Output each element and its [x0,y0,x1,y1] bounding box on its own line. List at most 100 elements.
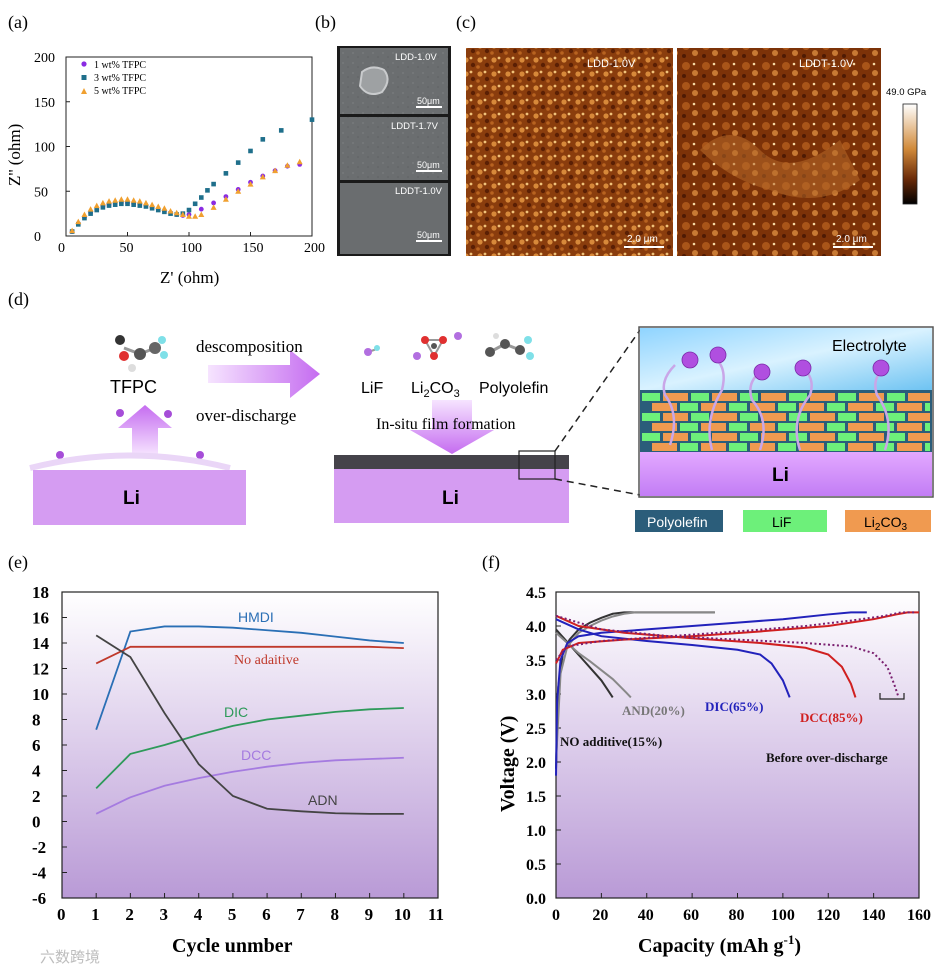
a-point-3wt [82,215,87,221]
a-point-5wt [210,204,217,210]
afm-title-left: LDD-1.0V [587,58,636,70]
electrolyte-label: Electrolyte [832,338,907,355]
legend-li2co3-swatch [845,510,931,532]
f-xtick-label: 100 [771,907,795,924]
f-ytick-label: 4.0 [526,619,546,636]
e-xtick-label: 7 [296,905,305,924]
afm-image-left [466,48,673,256]
sei-brick [810,413,835,421]
sei-brick [827,443,845,451]
sei-brick [652,443,677,451]
legend-lif-swatch [743,510,827,532]
a-point-5wt [222,196,229,202]
a-point-3wt [211,181,216,187]
sei-brick [848,403,873,411]
a-xtick-label: 100 [181,241,202,256]
sei-brick [778,443,796,451]
e-xtick-label: 8 [330,905,339,924]
sei-brick [925,443,930,451]
sei-brick [838,433,856,441]
li-label-2: Li [442,488,459,509]
legend-polyolefin-swatch [635,510,723,532]
zoom-line-top [554,329,641,452]
f-ytick-label: 1.5 [526,789,546,806]
sei-brick [897,443,922,451]
f-xtick-label: 120 [816,907,840,924]
a-point-5wt [161,205,168,211]
sei-brick [729,403,747,411]
sei-brick [691,393,709,401]
sei-brick [712,413,737,421]
zoom-box [518,450,556,480]
product-lif: LiF [361,380,383,397]
e-ytick-label: 12 [32,660,49,679]
sei-brick [740,413,758,421]
sei-brick [887,393,905,401]
a-point-3wt [94,207,100,213]
afm-title-right: LDDT-1.0V [799,58,854,70]
e-series-no-adaitive [95,645,404,665]
f-series-dic-65-discharge [555,618,791,698]
arrow-top-text: descomposition [196,337,303,356]
sei-brick [652,403,677,411]
a-point-3wt [205,188,210,193]
afm-bright-region [700,135,860,198]
e-ytick-label: 8 [32,711,41,730]
sei-brick [810,433,835,441]
panel-a-label: (a) [8,12,28,33]
a-point-5wt [192,213,199,219]
e-ytick-label: 6 [32,736,41,755]
a-xtick-label: 50 [120,241,134,256]
li2co3-molecule-icon [413,332,462,360]
lif-molecule-icon [364,345,380,356]
panel-a-ticks: 0 0 50 50 100 100 150 150 200 200 [34,51,325,256]
f-xtick-label: 0 [552,907,560,924]
sei-brick [799,443,824,451]
panel-a-xlabel: Z' (ohm) [160,268,219,287]
a-point-5wt [136,198,143,204]
panel-a-legend: 1 wt% TFPC 3 wt% TFPC 5 wt% TFPC [81,60,146,97]
sei-brick [838,393,856,401]
e-xtick-label: 6 [262,905,271,924]
sei-brick [680,443,698,451]
a-point-3wt [186,207,192,213]
panel-a-points [69,117,315,234]
f-ytick-label: 0.0 [526,891,546,908]
e-xtick-label: 2 [125,905,134,924]
a-point-5wt [69,227,76,234]
sei-brick [859,433,884,441]
a-point-5wt [130,197,137,203]
sei-brick [701,443,726,451]
sei-brick [750,443,775,451]
panel-f-label: (f) [482,552,500,573]
a-point-3wt [235,160,241,165]
panel-e-label: (e) [8,552,28,573]
li-block-2 [334,469,569,523]
e-ytick-label: 16 [32,609,49,628]
sei-brick [729,443,747,451]
sem-tile-2 [340,117,448,180]
down-arrow [410,400,494,454]
series-label-no-additive: No adaitive [234,653,299,668]
a-point-3wt [278,128,284,133]
panel-b-label: (b) [315,12,336,33]
sei-brick [712,393,737,401]
sei-brick [680,423,698,431]
sei-brick [652,423,677,431]
f-xtick-label: 40 [638,907,654,924]
a-point-3wt [155,207,161,213]
panel-c-label: (c) [456,12,476,33]
f-series-and-20-charge [555,611,715,763]
sei-brick [761,413,786,421]
sei-brick [778,403,796,411]
sei-brick [789,393,807,401]
a-point-3wt [88,211,93,216]
f-xtick-label: 80 [729,907,745,924]
a-point-3wt [119,201,124,207]
legend-marker-3 [81,75,87,80]
e-xtick-label: 1 [91,905,100,924]
series-label-hmdi: HMDI [238,609,274,625]
a-xtick-label: 150 [243,241,264,256]
sem-crack [358,66,389,95]
